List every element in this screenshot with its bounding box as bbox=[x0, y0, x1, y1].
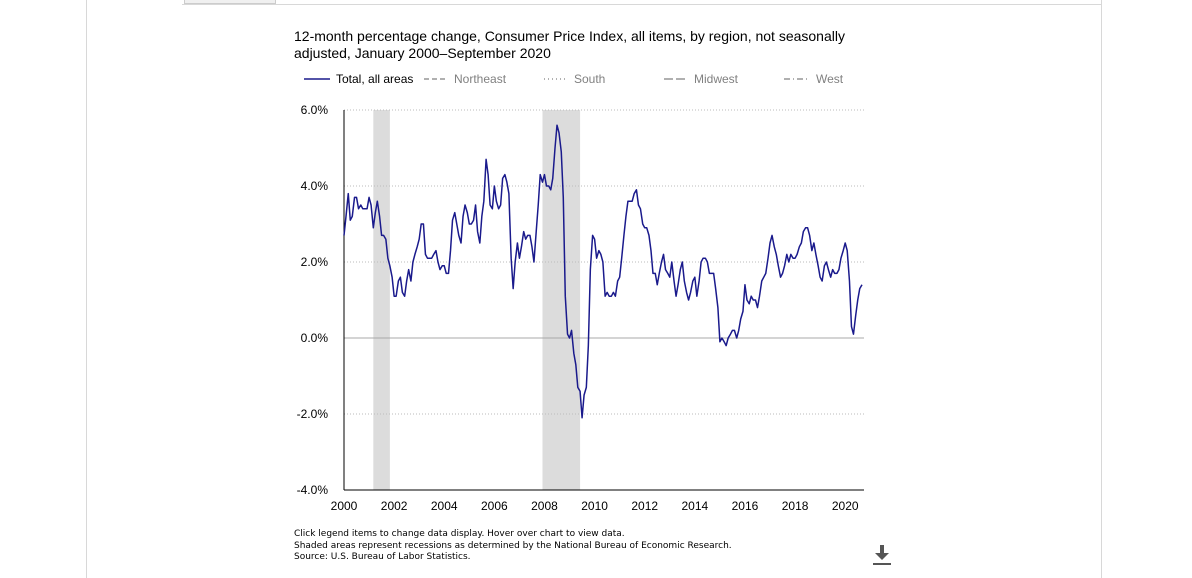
legend-item-northeast[interactable]: Northeast bbox=[424, 70, 506, 88]
legend-label-midwest: Midwest bbox=[694, 72, 739, 86]
legend-swatch-dashed bbox=[424, 78, 448, 80]
axes bbox=[343, 110, 864, 491]
y-tick-label: 4.0% bbox=[301, 179, 329, 193]
x-tick-label: 2020 bbox=[832, 499, 859, 513]
x-tick-label: 2016 bbox=[732, 499, 759, 513]
chart-title: 12-month percentage change, Consumer Pri… bbox=[294, 28, 845, 61]
x-tick-label: 2002 bbox=[381, 499, 408, 513]
recession-band-2 bbox=[542, 110, 581, 490]
x-tick-label: 2000 bbox=[331, 499, 358, 513]
series-line-total bbox=[343, 124, 863, 419]
y-tick-label: 6.0% bbox=[301, 103, 329, 117]
cpi-line-chart[interactable]: 6.0%4.0%2.0%0.0%-2.0%-4.0% 2000 2002 2004 2… bbox=[0, 0, 1192, 520]
tab-stub[interactable] bbox=[184, 0, 276, 4]
y-tick-label: 0.0% bbox=[301, 331, 329, 345]
x-tick-label: 2012 bbox=[631, 499, 658, 513]
x-tick-label: 2004 bbox=[431, 499, 458, 513]
download-icon bbox=[873, 545, 891, 565]
recession-shading bbox=[373, 110, 581, 490]
legend-item-south[interactable]: South bbox=[544, 70, 605, 88]
panel-top-border bbox=[182, 4, 1102, 5]
x-tick-label: 2014 bbox=[681, 499, 708, 513]
recession-band-1 bbox=[373, 110, 390, 490]
series-lines bbox=[343, 124, 863, 419]
legend-label-west: West bbox=[816, 72, 844, 86]
x-tick-label: 2006 bbox=[481, 499, 508, 513]
legend-label-northeast: Northeast bbox=[454, 72, 507, 86]
legend-item-west[interactable]: West bbox=[784, 70, 843, 88]
chart-legend: Total, all areas Northeast South Midwest… bbox=[300, 70, 860, 88]
y-tick-label: 2.0% bbox=[301, 255, 329, 269]
chart-notes: Click legend items to change data displa… bbox=[294, 529, 732, 564]
note-source: Source: U.S. Bureau of Labor Statistics. bbox=[294, 552, 471, 562]
x-tick-labels: 2000 2002 2004 2006 2008 2010 2012 2014 2016 2018… bbox=[331, 499, 859, 513]
download-button[interactable] bbox=[872, 544, 892, 566]
legend-swatch-dotted bbox=[544, 78, 568, 80]
legend-item-midwest[interactable]: Midwest bbox=[664, 70, 738, 88]
grid-lines bbox=[344, 109, 864, 415]
legend-label-south: South bbox=[574, 72, 606, 86]
y-tick-labels: 6.0% 4.0% 2.0% 0.0% -2.0% -4.0% bbox=[297, 103, 329, 497]
note-interaction: Click legend items to change data displa… bbox=[294, 529, 625, 539]
x-tick-label: 2008 bbox=[531, 499, 558, 513]
legend-label-total: Total, all areas bbox=[336, 72, 414, 86]
legend-swatch-longdash bbox=[664, 78, 688, 80]
x-tick-label: 2018 bbox=[782, 499, 809, 513]
legend-swatch-dashdot bbox=[784, 78, 810, 80]
y-tick-label: -2.0% bbox=[297, 407, 329, 421]
legend-swatch-solid bbox=[304, 78, 330, 80]
legend-item-total[interactable]: Total, all areas bbox=[304, 70, 413, 88]
x-tick-label: 2010 bbox=[581, 499, 608, 513]
y-tick-label: -4.0% bbox=[297, 483, 329, 497]
note-recessions: Shaded areas represent recessions as det… bbox=[294, 540, 732, 551]
content-frame bbox=[86, 0, 1102, 578]
